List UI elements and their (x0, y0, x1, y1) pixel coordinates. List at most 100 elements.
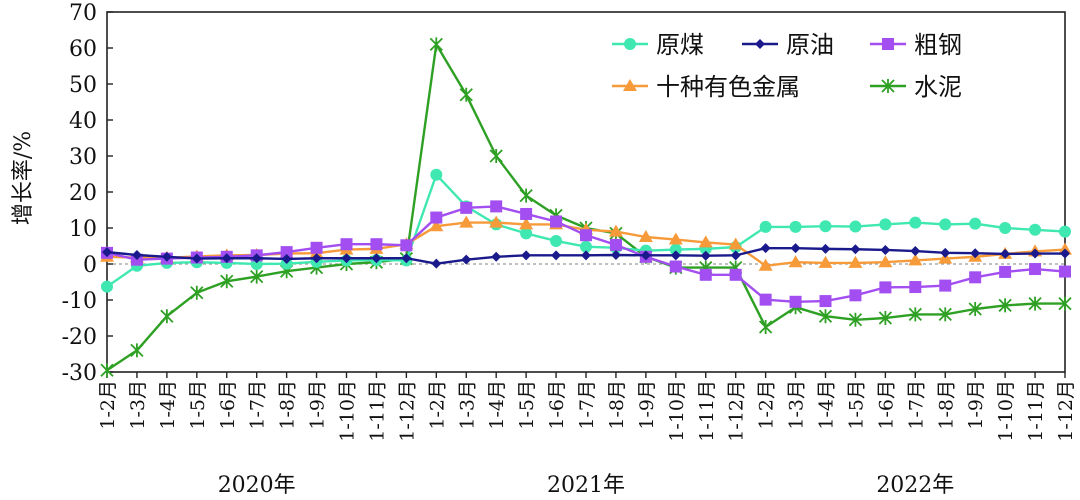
legend-swatch-marker (881, 79, 895, 93)
data-point (551, 250, 562, 261)
data-point (520, 227, 533, 240)
data-point (818, 255, 833, 268)
data-point (699, 268, 712, 281)
data-point (638, 230, 653, 242)
data-point (788, 255, 803, 268)
x-tick-label: 1-12月 (1055, 380, 1077, 442)
data-point (459, 215, 474, 228)
data-point (461, 254, 472, 265)
x-tick-label: 1-10月 (337, 380, 359, 442)
data-point (940, 247, 951, 258)
data-point (790, 243, 801, 254)
data-point (160, 309, 174, 324)
series-1 (102, 243, 1070, 269)
data-point (489, 215, 504, 228)
data-point (550, 215, 563, 228)
data-point (520, 207, 533, 220)
x-tick-label: 1-4月 (157, 380, 179, 430)
data-point (581, 250, 591, 261)
y-tick-label: 20 (69, 181, 97, 206)
x-tick-label: 1-5月 (845, 380, 867, 430)
data-point (100, 363, 114, 378)
y-axis-label: 增长率/% (11, 131, 36, 225)
data-point (910, 246, 921, 257)
year-label: 2021年 (547, 473, 625, 498)
data-point (878, 255, 893, 268)
legend-entry: 原油 (742, 31, 834, 59)
data-point (519, 217, 534, 230)
data-point (371, 253, 382, 264)
year-label: 2022年 (876, 473, 954, 498)
data-point (130, 343, 144, 358)
y-tick-label: 40 (69, 109, 97, 134)
data-point (490, 200, 503, 213)
x-tick-label: 1-6月 (875, 380, 897, 430)
x-tick-label: 1-3月 (456, 380, 478, 430)
data-point (1059, 225, 1071, 238)
data-point (460, 201, 473, 214)
x-tick-label: 1-11月 (366, 380, 388, 442)
y-tick-label: 50 (69, 73, 97, 98)
x-tick-label: 1-8月 (606, 380, 628, 430)
legend-entry: 粗钢 (870, 31, 962, 59)
data-point (340, 238, 353, 251)
data-point (521, 250, 532, 261)
data-point (848, 255, 863, 268)
data-point (878, 311, 893, 325)
data-point (879, 218, 892, 231)
data-point (1028, 296, 1042, 311)
legend-entry: 水泥 (870, 73, 962, 101)
data-point (880, 244, 891, 255)
data-point (191, 253, 202, 264)
data-point (608, 224, 623, 237)
y-axis: -30 -20 -10 0 10 20 30 40 50 60 70 (62, 1, 113, 386)
data-point (698, 235, 713, 248)
x-tick-label: 1-2月 (97, 380, 119, 430)
data-point (1060, 248, 1070, 259)
data-point (190, 285, 204, 300)
data-point (908, 253, 923, 266)
data-point (999, 222, 1012, 234)
data-point (820, 243, 831, 254)
data-point (429, 219, 444, 232)
x-tick-label: 1-9月 (636, 380, 658, 430)
data-point (969, 271, 982, 284)
data-point (849, 220, 862, 233)
data-point (669, 243, 682, 256)
data-point (430, 211, 443, 224)
legend-swatch-marker (623, 79, 637, 91)
data-point (431, 258, 442, 269)
data-point (700, 250, 711, 261)
data-point (730, 250, 741, 261)
x-tick-label: 1-10月 (995, 380, 1017, 442)
data-point (758, 258, 773, 271)
legend-swatch-marker (755, 39, 765, 49)
data-point (969, 217, 982, 230)
data-point (670, 250, 681, 261)
data-point (939, 218, 952, 231)
y-tick-label: 60 (69, 37, 97, 62)
legend-swatch-marker (882, 38, 894, 50)
x-tick-label: 1-8月 (935, 380, 957, 430)
x-axis: 1-2月 1-3月 1-4月 1-5月 1-6月 1-7月 1-8月 1-9月 1-10月 1-1… (97, 372, 1077, 442)
data-point (1029, 263, 1042, 276)
x-tick-label: 1-11月 (1025, 380, 1047, 442)
data-point (101, 280, 113, 293)
data-point (221, 253, 232, 264)
data-point (908, 307, 922, 322)
legend-swatch-marker (624, 38, 636, 50)
x-tick-label: 1-8月 (277, 380, 299, 430)
data-point (999, 265, 1012, 278)
data-point (818, 309, 833, 324)
year-label: 2020年 (218, 473, 296, 498)
data-point (1000, 248, 1011, 259)
data-point (1030, 248, 1041, 259)
data-point (850, 244, 861, 255)
y-tick-label: -10 (62, 289, 97, 314)
data-point (401, 253, 412, 264)
data-point (220, 274, 234, 289)
data-point (789, 220, 802, 233)
x-tick-label: 1-4月 (486, 380, 508, 430)
x-tick-label: 1-2月 (426, 380, 448, 430)
